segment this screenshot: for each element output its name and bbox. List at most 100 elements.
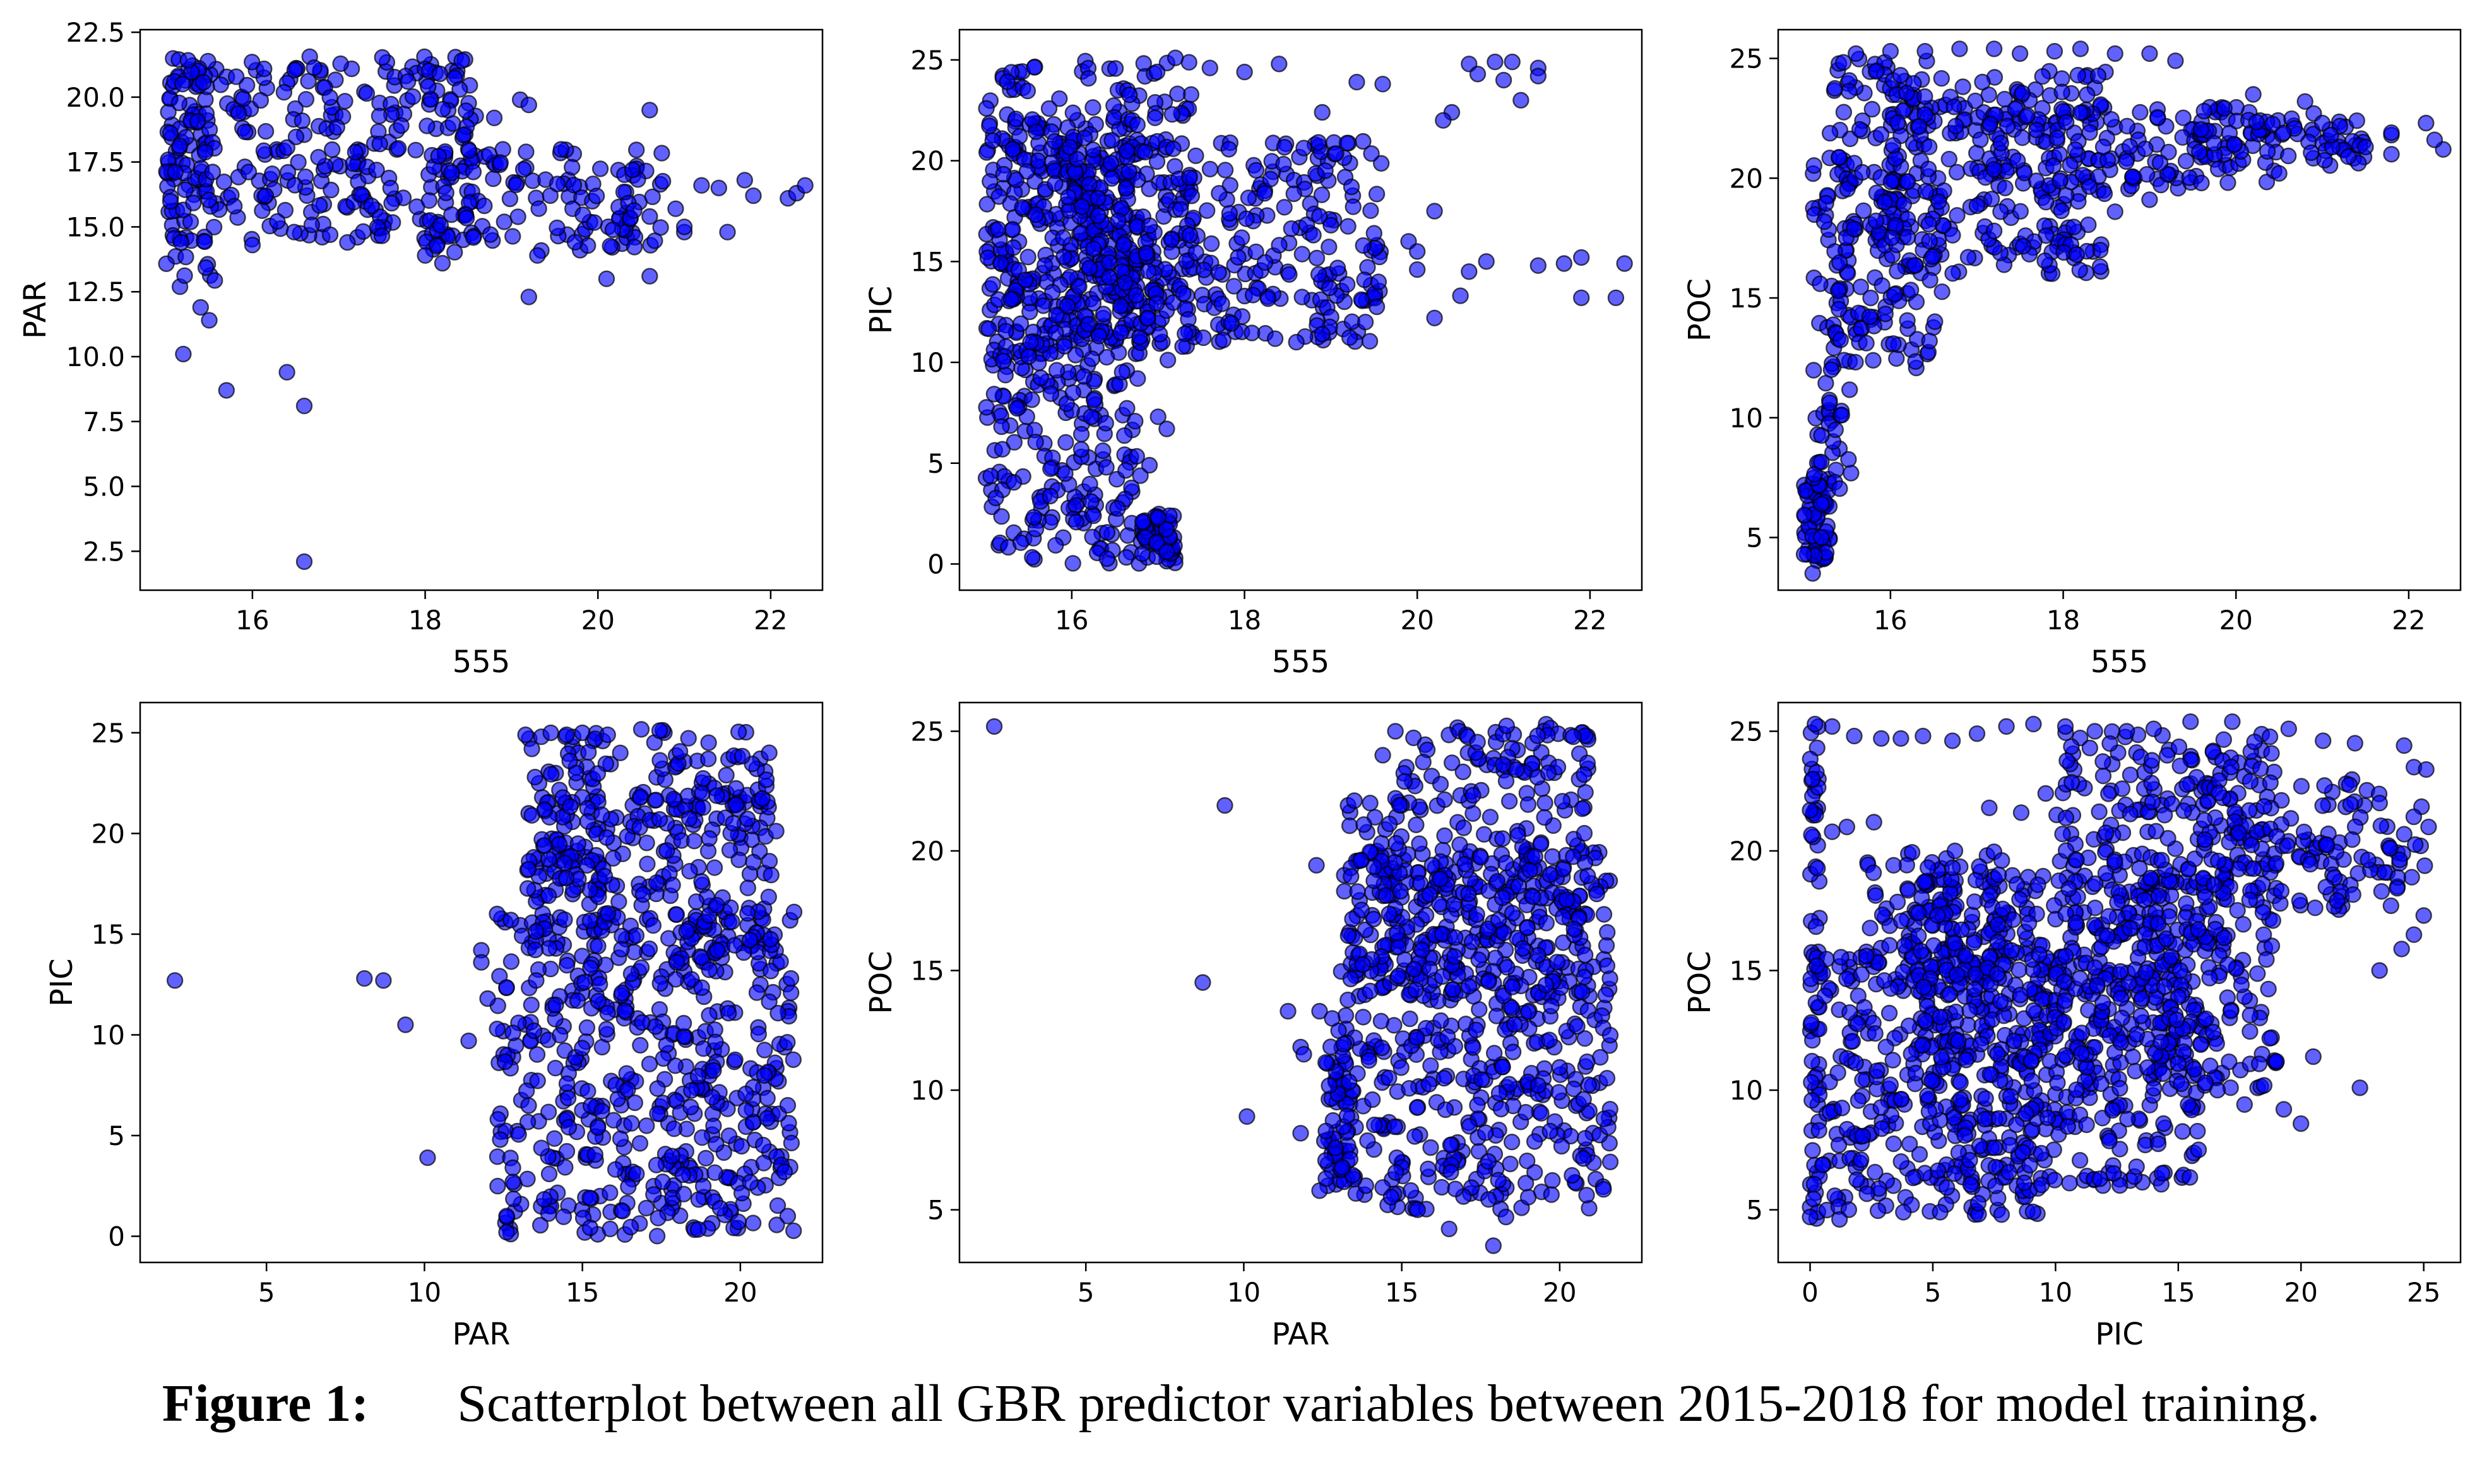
scatter-point xyxy=(496,213,513,230)
scatter-point xyxy=(1904,1169,1922,1187)
scatter-point xyxy=(1985,40,2003,57)
scatter-point xyxy=(2167,52,2184,69)
scatter-point xyxy=(2313,114,2331,132)
scatter-point xyxy=(196,143,214,161)
scatter-point xyxy=(1576,946,1594,964)
scatter-point xyxy=(1945,1165,1963,1182)
y-axis-label: PAR xyxy=(18,281,53,339)
scatter-point xyxy=(591,976,609,993)
scatter-point xyxy=(757,771,775,788)
scatter-point xyxy=(727,1051,744,1069)
scatter-point xyxy=(1902,282,1920,299)
scatter-point xyxy=(768,1216,785,1233)
scatter-point xyxy=(1564,1166,1581,1184)
scatter-point xyxy=(580,744,597,761)
scatter-point xyxy=(1867,212,1885,229)
scatter-point xyxy=(407,141,424,159)
scatter-point xyxy=(1339,218,1357,235)
scatter-point xyxy=(2081,178,2098,195)
scatter-point xyxy=(1889,114,1906,131)
scatter-points xyxy=(158,48,814,570)
scatter-point xyxy=(1952,1091,1969,1108)
scatter-point xyxy=(1180,54,1197,71)
x-tick-label: 10 xyxy=(408,1277,441,1308)
scatter-point xyxy=(1921,232,1938,250)
scatter-point xyxy=(689,1067,707,1085)
scatter-point xyxy=(1214,331,1232,348)
scatter-point xyxy=(1815,213,1833,230)
scatter-point xyxy=(1187,244,1204,261)
scatter-point xyxy=(2039,1109,2057,1127)
scatter-point xyxy=(2141,45,2158,62)
scatter-point xyxy=(444,115,461,132)
y-tick-label: 25 xyxy=(911,716,944,747)
scatter-point xyxy=(531,1216,549,1234)
scatter-point xyxy=(1281,266,1298,283)
scatter-point xyxy=(1151,326,1168,343)
scatter-point xyxy=(1327,145,1345,162)
scatter-point xyxy=(1365,910,1382,928)
scatter-point xyxy=(2418,114,2435,132)
scatter-point xyxy=(1352,852,1369,869)
scatter-point xyxy=(419,117,436,134)
scatter-point xyxy=(1445,896,1463,913)
scatter-point xyxy=(2057,114,2075,131)
scatter-point xyxy=(687,893,705,910)
scatter-point xyxy=(1923,1072,1940,1089)
scatter-point xyxy=(1826,80,1844,97)
scatter-point xyxy=(2279,147,2297,165)
scatter-point xyxy=(1345,198,1362,215)
scatter-point xyxy=(622,1218,639,1236)
x-axis-label: 555 xyxy=(1272,644,1330,680)
scatter-point xyxy=(226,198,243,215)
scatter-point xyxy=(1090,189,1107,207)
scatter-point xyxy=(1107,60,1124,77)
scatter-point xyxy=(552,1026,569,1044)
scatter-point xyxy=(1085,391,1103,408)
scatter-point xyxy=(542,724,559,742)
scatter-point xyxy=(455,126,472,144)
scatter-point xyxy=(1339,991,1357,1009)
scatter-point xyxy=(1413,942,1430,959)
scatter-point xyxy=(1386,1118,1403,1136)
scatter-point xyxy=(1821,124,1839,142)
scatter-point xyxy=(1514,940,1531,957)
scatter-point xyxy=(535,1190,553,1208)
scatter-point xyxy=(769,1197,787,1214)
scatter-point xyxy=(1555,255,1573,272)
scatter-point xyxy=(1505,1016,1523,1033)
scatter-point xyxy=(1165,140,1182,157)
scatter-point xyxy=(1432,775,1449,793)
scatter-point xyxy=(2037,194,2055,211)
scatter-point xyxy=(489,1020,506,1038)
scatter-point xyxy=(2259,143,2276,160)
y-tick-label: 25 xyxy=(92,718,125,749)
y-tick-label: 25 xyxy=(1730,44,1763,74)
scatter-point xyxy=(1813,529,1830,546)
scatter-point xyxy=(1949,207,1966,224)
scatter-point xyxy=(1948,163,1966,181)
scatter-point xyxy=(674,1166,692,1184)
scatter-point xyxy=(613,984,631,1002)
scatter-point xyxy=(1541,866,1559,883)
scatter-point xyxy=(631,789,649,806)
scatter-point xyxy=(432,217,449,234)
scatter-point xyxy=(1572,249,1590,266)
scatter-point xyxy=(1540,764,1557,781)
scatter-point xyxy=(1572,289,1590,306)
scatter-point xyxy=(993,418,1010,436)
scatter-point xyxy=(632,721,650,738)
scatter-point xyxy=(1578,1187,1595,1204)
scatter-point xyxy=(612,744,629,762)
scatter-point xyxy=(1140,263,1157,280)
scatter-point xyxy=(1073,198,1091,215)
scatter-point xyxy=(1027,206,1044,223)
scatter-point xyxy=(1538,915,1555,932)
scatter-point xyxy=(1497,773,1515,790)
scatter-point xyxy=(1916,88,1933,105)
scatter-point xyxy=(1616,255,1633,272)
scatter-point xyxy=(1406,1128,1423,1145)
scatter-point xyxy=(1436,827,1453,845)
scatter-point xyxy=(295,553,313,570)
